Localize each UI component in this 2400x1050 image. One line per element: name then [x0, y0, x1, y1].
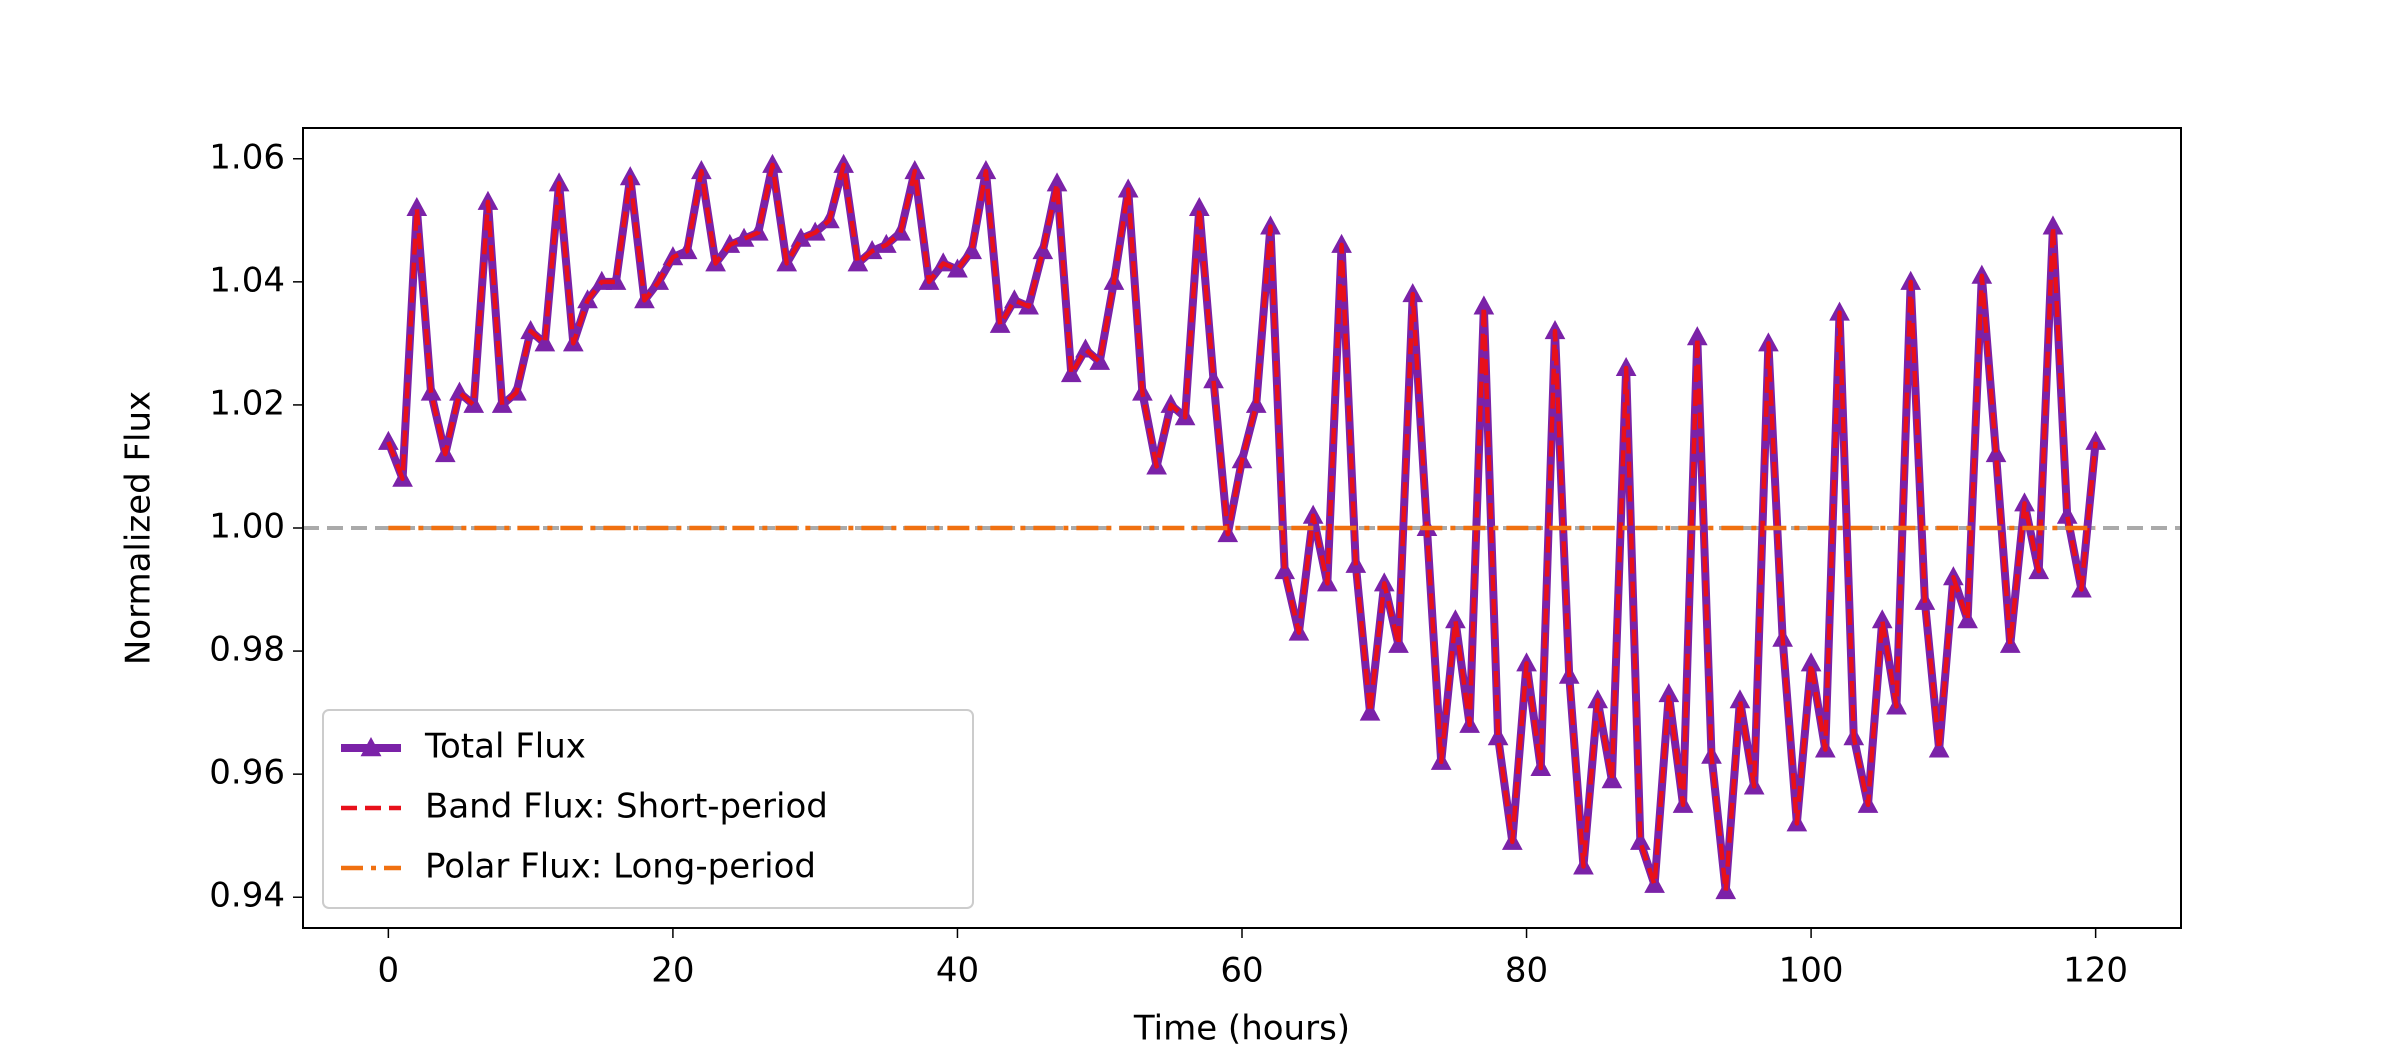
y-tick-label: 1.06: [209, 137, 285, 177]
marker: [534, 332, 556, 352]
y-tick-label: 1.02: [209, 383, 285, 423]
marker: [1060, 363, 1082, 383]
marker: [1928, 738, 1950, 758]
x-tick-label: 80: [1505, 951, 1548, 991]
y-tick-label: 1.04: [209, 260, 285, 300]
x-tick-label: 60: [1220, 951, 1263, 991]
y-tick-label: 0.96: [209, 753, 285, 793]
plot-frame: [302, 127, 2182, 929]
plot-area: [303, 153, 2181, 900]
x-tick-label: 120: [2063, 951, 2128, 991]
legend-label: Polar Flux: Long-period: [425, 847, 816, 887]
x-tick-label: 100: [1779, 951, 1844, 991]
legend-label: Total Flux: [424, 727, 586, 767]
marker: [847, 252, 869, 272]
legend-label: Band Flux: Short-period: [425, 787, 828, 827]
y-tick-label: 0.98: [209, 630, 285, 670]
marker: [1630, 830, 1651, 850]
marker: [947, 258, 968, 278]
legend-box: [322, 709, 974, 909]
marker: [1388, 633, 1409, 653]
marker: [1359, 701, 1381, 721]
x-axis-label: Time (hours): [1133, 1009, 1350, 1049]
marker: [1601, 769, 1623, 789]
marker: [2085, 430, 2106, 450]
marker: [378, 430, 399, 450]
marker: [1644, 873, 1665, 893]
series-line: [386, 162, 2098, 894]
y-axis-label: Normalized Flux: [119, 391, 159, 665]
y-tick-label: 1.00: [209, 507, 285, 547]
x-tick-label: 40: [936, 951, 979, 991]
x-tick-label: 20: [651, 951, 694, 991]
y-tick-label: 0.94: [209, 876, 285, 916]
legend-marker: [360, 737, 382, 757]
x-tick-label: 0: [378, 951, 400, 991]
marker: [1957, 609, 1978, 629]
